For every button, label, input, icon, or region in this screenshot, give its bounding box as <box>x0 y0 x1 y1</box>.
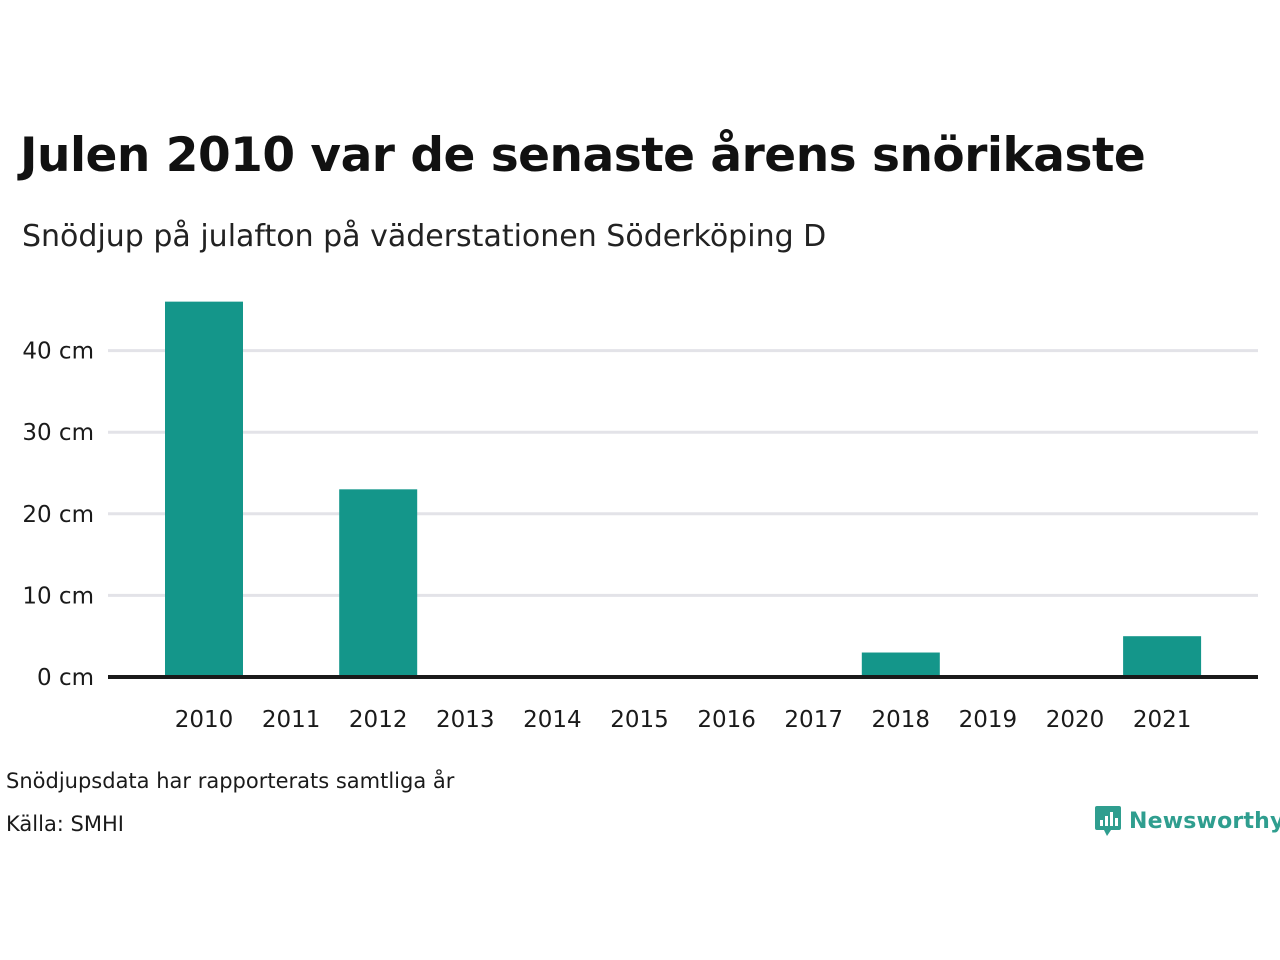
data-note: Snödjupsdata har rapporterats samtliga å… <box>6 769 455 793</box>
chart-subtitle: Snödjup på julafton på väderstationen Sö… <box>22 219 827 254</box>
x-tick-label: 2017 <box>784 707 843 733</box>
x-axis-tick-labels: 2010 2011 2012 2013 2014 2015 2016 2017 2018 2019… <box>175 707 1192 733</box>
x-tick-label: 2019 <box>959 707 1018 733</box>
x-tick-label: 2016 <box>697 707 756 733</box>
y-tick-label: 10 cm <box>22 583 94 609</box>
y-tick-label: 40 cm <box>22 339 94 365</box>
grid-lines <box>108 349 1258 597</box>
bar-2010 <box>165 301 243 677</box>
bar-2021 <box>1123 636 1202 677</box>
chart-title: Julen 2010 var de senaste årens snörikas… <box>20 128 1146 183</box>
x-tick-label: 2011 <box>262 707 321 733</box>
bar-2012 <box>339 489 418 677</box>
x-tick-label: 2014 <box>523 707 582 733</box>
bar-2018 <box>861 652 940 677</box>
bars <box>165 301 1202 677</box>
newsworthy-logo: Newsworthy <box>1094 805 1280 837</box>
y-axis-tick-labels: 0 cm 10 cm 20 cm 30 cm 40 cm <box>22 339 94 691</box>
x-tick-label: 2010 <box>175 707 234 733</box>
brand-name: Newsworthy <box>1129 808 1280 834</box>
bar-chart-bubble-icon <box>1095 806 1121 836</box>
x-tick-label: 2020 <box>1046 707 1105 733</box>
x-tick-label: 2015 <box>610 707 669 733</box>
x-tick-label: 2013 <box>436 707 495 733</box>
x-tick-label: 2018 <box>872 707 931 733</box>
x-tick-label: 2012 <box>349 707 408 733</box>
y-tick-label: 20 cm <box>22 502 94 528</box>
x-tick-label: 2021 <box>1133 707 1192 733</box>
source-note: Källa: SMHI <box>6 812 124 836</box>
y-tick-label: 0 cm <box>37 665 94 691</box>
y-tick-label: 30 cm <box>22 420 94 446</box>
